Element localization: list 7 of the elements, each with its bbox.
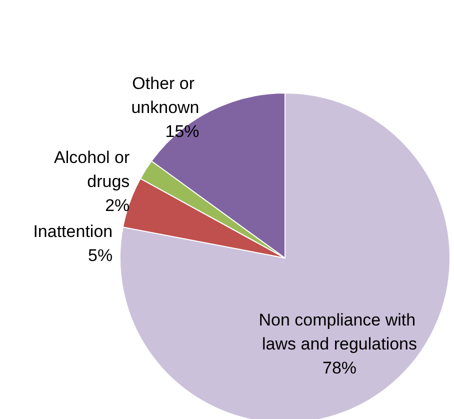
slice-label: Non compliance with laws and regulations	[258, 310, 420, 354]
slice-label: Alcohol or drugs	[54, 148, 130, 191]
slice-label: Inattention	[33, 222, 113, 241]
data-label: 78%	[322, 358, 357, 378]
data-label: 5%	[88, 246, 113, 265]
data-label: 2%	[105, 196, 130, 215]
slice-label: Other or unknown	[131, 74, 200, 117]
